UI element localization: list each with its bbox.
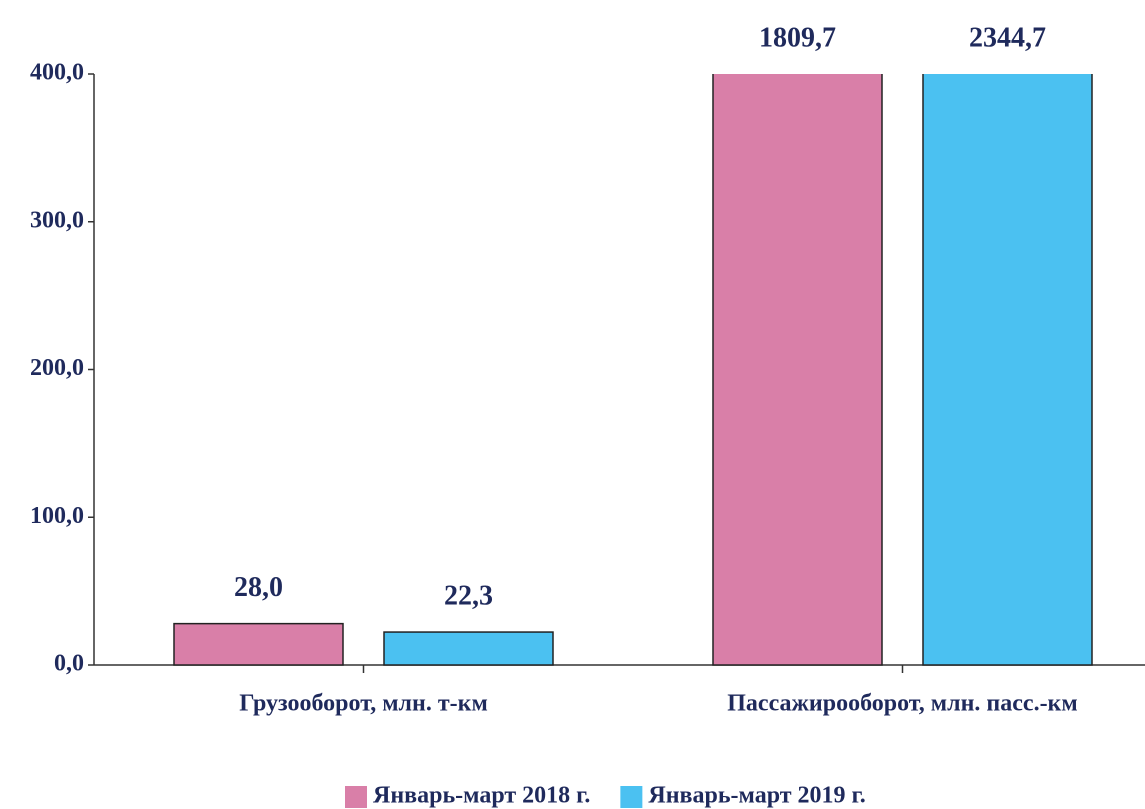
x-tick-label: Грузооборот, млн. т-км [239, 691, 488, 717]
bar [712, 74, 883, 666]
bar [383, 631, 554, 666]
y-tick-label: 200,0 [30, 355, 84, 381]
value-label: 22,3 [444, 580, 493, 611]
y-tick-label: 300,0 [30, 207, 84, 233]
legend-label: Январь-март 2018 г. [373, 783, 590, 809]
plot-area [173, 74, 1093, 666]
y-tick-label: 0,0 [54, 651, 84, 677]
value-label: 1809,7 [759, 22, 836, 53]
value-label: 2344,7 [969, 22, 1046, 53]
y-tick-label: 400,0 [30, 60, 84, 86]
bar [173, 622, 344, 666]
value-label: 28,0 [234, 572, 283, 603]
x-tick-label: Пассажирооборот, млн. пасс.-км [727, 691, 1077, 717]
legend-swatch [620, 786, 643, 808]
legend-swatch [345, 786, 367, 808]
legend-label: Январь-март 2019 г. [648, 783, 865, 809]
bar [922, 74, 1093, 666]
y-tick-label: 100,0 [30, 503, 84, 529]
